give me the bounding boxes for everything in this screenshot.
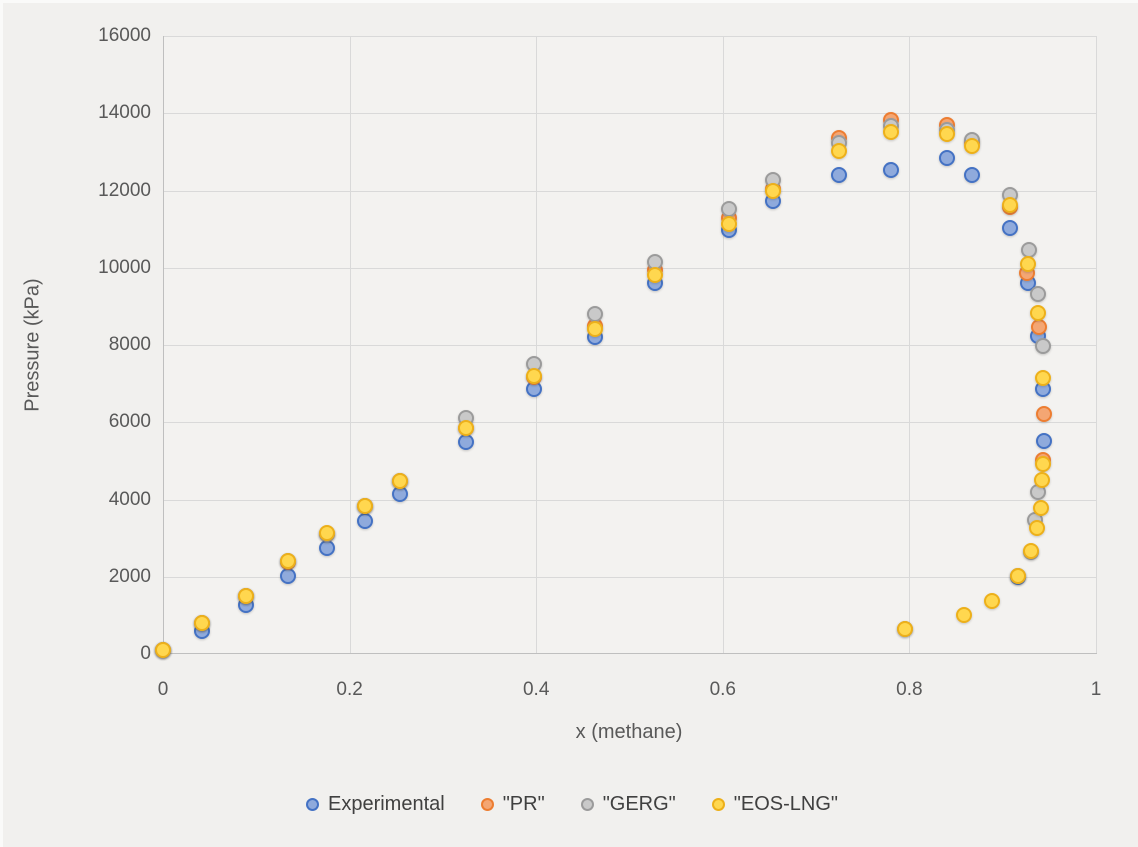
data-point-gerg bbox=[1034, 337, 1051, 354]
y-gridline bbox=[163, 345, 1096, 346]
y-tick-label: 0 bbox=[140, 643, 151, 664]
legend-marker-icon bbox=[711, 798, 725, 811]
y-tick-label: 12000 bbox=[98, 179, 151, 201]
data-point-eoslng bbox=[319, 525, 336, 542]
data-point-eoslng bbox=[1034, 369, 1051, 386]
data-point-eoslng bbox=[963, 138, 980, 155]
y-gridline bbox=[163, 190, 1096, 192]
data-point-experimental bbox=[938, 149, 955, 166]
data-point-eoslng bbox=[1002, 196, 1019, 213]
data-point-eoslng bbox=[882, 123, 899, 140]
data-point-eoslng bbox=[458, 420, 475, 437]
data-point-experimental bbox=[1035, 432, 1052, 449]
data-point-eoslng bbox=[356, 497, 373, 514]
x-gridline bbox=[349, 36, 351, 654]
data-point-eoslng bbox=[955, 606, 972, 623]
data-point-eoslng bbox=[938, 126, 955, 143]
data-point-experimental bbox=[963, 167, 980, 184]
x-tick-label: 0.8 bbox=[896, 679, 923, 700]
legend-item-pr[interactable]: "PR" bbox=[480, 793, 545, 816]
data-point-eoslng bbox=[586, 320, 603, 337]
legend-item-eoslng[interactable]: "EOS-LNG" bbox=[711, 793, 839, 816]
data-point-eoslng bbox=[646, 267, 663, 284]
legend-marker-icon bbox=[480, 798, 494, 811]
y-tick-label: 2000 bbox=[108, 565, 151, 587]
data-point-eoslng bbox=[194, 615, 211, 632]
y-gridline bbox=[163, 36, 1096, 37]
y-tick-label: 8000 bbox=[108, 334, 151, 355]
y-tick-label: 6000 bbox=[108, 411, 151, 433]
y-tick-label: 16000 bbox=[98, 25, 151, 46]
chart-legend: Experimental "PR" "GERG" "EOS-LNG" bbox=[3, 793, 1138, 816]
data-point-experimental bbox=[882, 162, 899, 179]
data-point-eoslng bbox=[984, 593, 1001, 610]
y-tick-label: 10000 bbox=[98, 256, 151, 278]
legend-label: "PR" bbox=[502, 793, 545, 815]
x-tick-label: 0.2 bbox=[336, 679, 363, 700]
data-point-pr bbox=[1031, 318, 1048, 335]
data-point-experimental bbox=[356, 512, 373, 529]
data-point-eoslng bbox=[1034, 455, 1051, 472]
y-gridline bbox=[163, 499, 1096, 501]
plot-area bbox=[163, 36, 1097, 654]
x-tick-label: 0 bbox=[157, 679, 169, 700]
data-point-eoslng bbox=[1022, 542, 1039, 559]
data-point-experimental bbox=[1002, 219, 1019, 236]
legend-item-gerg[interactable]: "GERG" bbox=[580, 793, 676, 816]
legend-item-experimental[interactable]: Experimental bbox=[305, 793, 445, 816]
data-point-eoslng bbox=[765, 182, 782, 199]
data-point-eoslng bbox=[831, 142, 848, 159]
legend-label: Experimental bbox=[327, 793, 445, 815]
y-gridline bbox=[163, 422, 1096, 424]
data-point-gerg bbox=[1030, 285, 1047, 302]
legend-marker-icon bbox=[305, 798, 319, 811]
y-tick-label: 14000 bbox=[98, 102, 151, 124]
data-point-eoslng bbox=[896, 621, 913, 638]
data-point-eoslng bbox=[391, 472, 408, 489]
legend-label: "EOS-LNG" bbox=[733, 793, 839, 815]
data-point-pr bbox=[1035, 405, 1052, 422]
data-point-eoslng bbox=[1009, 567, 1026, 584]
x-axis-title: x (methane) bbox=[575, 721, 683, 743]
data-point-experimental bbox=[319, 539, 336, 556]
y-gridline bbox=[163, 576, 1096, 578]
x-gridline bbox=[1096, 36, 1097, 654]
data-point-eoslng bbox=[1033, 471, 1050, 488]
data-point-experimental bbox=[280, 567, 297, 584]
x-axis-line bbox=[163, 653, 1097, 654]
x-tick-label: 1 bbox=[1090, 679, 1102, 700]
data-point-eoslng bbox=[721, 215, 738, 232]
x-gridline bbox=[909, 36, 911, 654]
y-gridline bbox=[163, 113, 1096, 115]
data-point-eoslng bbox=[1029, 520, 1046, 537]
data-point-eoslng bbox=[280, 553, 297, 570]
data-point-experimental bbox=[831, 167, 848, 184]
y-axis-line bbox=[163, 36, 164, 654]
data-point-eoslng bbox=[526, 368, 543, 385]
legend-marker-icon bbox=[580, 798, 594, 811]
data-point-eoslng bbox=[238, 588, 255, 605]
x-gridline bbox=[536, 36, 538, 654]
x-tick-label: 0.6 bbox=[709, 679, 737, 700]
data-point-eoslng bbox=[1019, 255, 1036, 272]
x-gridline bbox=[722, 36, 724, 654]
y-tick-label: 4000 bbox=[108, 488, 151, 510]
legend-label: "GERG" bbox=[602, 793, 676, 815]
y-axis-title: Pressure (kPa) bbox=[21, 278, 44, 412]
data-point-eoslng bbox=[1030, 304, 1047, 321]
data-point-eoslng bbox=[155, 641, 171, 658]
data-point-eoslng bbox=[1032, 499, 1049, 516]
x-tick-label: 0.4 bbox=[522, 679, 550, 700]
chart: 0 2000 4000 6000 8000 10000 12000 14000 16000 0 0.… bbox=[3, 3, 1138, 847]
y-gridline bbox=[163, 267, 1096, 269]
